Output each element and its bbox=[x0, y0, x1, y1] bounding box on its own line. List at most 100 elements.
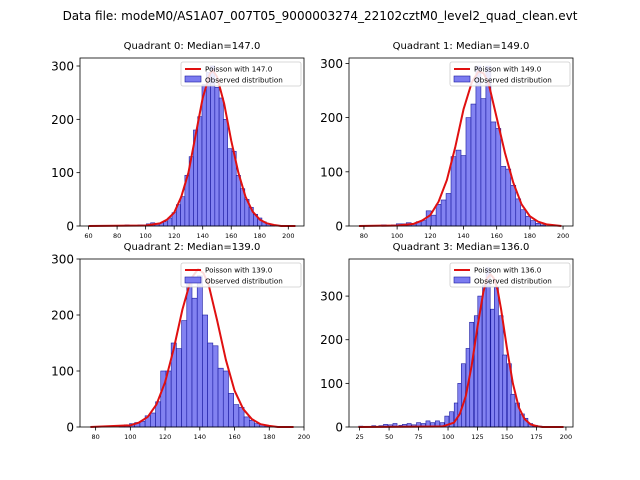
x-tick-label: 160 bbox=[490, 232, 502, 240]
y-tick-label: 100 bbox=[320, 165, 343, 179]
histogram-bar bbox=[214, 87, 220, 227]
x-tick-label: 140 bbox=[194, 433, 206, 441]
histogram-bar bbox=[233, 404, 240, 428]
histogram-bar bbox=[150, 412, 156, 428]
x-tick-label: 75 bbox=[414, 433, 422, 441]
histogram-bar bbox=[535, 222, 541, 227]
legend-label: Poisson with 139.0 bbox=[205, 266, 273, 275]
legend-label: Poisson with 149.0 bbox=[474, 65, 542, 74]
histogram-bar bbox=[207, 342, 214, 428]
histogram-bar bbox=[235, 175, 241, 227]
histogram-bar bbox=[525, 215, 531, 227]
histogram-bar bbox=[218, 97, 224, 227]
subplot-quadrant-1: Quadrant 1: Median=149.0 80 100 120 140 160 18… bbox=[320, 41, 574, 240]
axes-frame bbox=[79, 258, 305, 428]
x-tick-label: 160 bbox=[225, 232, 237, 240]
histogram-bar bbox=[181, 320, 188, 428]
subplot-quadrant-2: Quadrant 2: Median=139.0 80 100 120 140 160 18… bbox=[51, 242, 310, 441]
legend: Poisson with 149.0 Observed distribution bbox=[449, 61, 571, 87]
y-tick-label: 0 bbox=[66, 220, 74, 234]
histogram-bar bbox=[202, 314, 208, 428]
legend-box bbox=[180, 262, 302, 288]
histogram-bar bbox=[205, 72, 211, 227]
histogram-bar bbox=[510, 185, 517, 227]
histogram-bar bbox=[445, 193, 452, 227]
histogram-bar bbox=[480, 98, 487, 227]
subplot-title: Quadrant 1: Median=149.0 bbox=[393, 41, 530, 52]
histogram-bar bbox=[465, 117, 472, 227]
figure-title: Data file: modeM0/AS1A07_007T05_90000032… bbox=[63, 9, 578, 23]
x-tick-label: 60 bbox=[84, 232, 92, 240]
histogram-bar bbox=[176, 348, 182, 428]
axes-frame bbox=[79, 57, 305, 227]
histogram-bar bbox=[470, 103, 477, 227]
histogram-bar bbox=[455, 149, 462, 227]
histogram-bar bbox=[475, 65, 482, 227]
y-tick-label: 0 bbox=[335, 220, 343, 234]
y-tick-label: 100 bbox=[51, 166, 74, 180]
x-tick-label: 140 bbox=[457, 232, 469, 240]
axes-frame bbox=[348, 258, 574, 428]
x-tick-label: 180 bbox=[524, 232, 536, 240]
legend-bar-swatch bbox=[453, 75, 471, 83]
histogram-bar bbox=[460, 363, 466, 428]
y-tick-label: 200 bbox=[51, 309, 74, 323]
histogram-bar bbox=[520, 209, 527, 227]
x-tick-label: 200 bbox=[557, 232, 569, 240]
x-tick-label: 180 bbox=[254, 232, 266, 240]
histogram-bar bbox=[212, 345, 219, 428]
x-tick-label: 200 bbox=[298, 433, 310, 441]
x-tick-label: 120 bbox=[424, 232, 436, 240]
y-tick-label: 0 bbox=[66, 421, 74, 435]
histogram-bar bbox=[196, 275, 203, 428]
histogram-bar bbox=[485, 267, 491, 428]
subplot-title: Quadrant 3: Median=136.0 bbox=[393, 242, 530, 253]
x-tick-label: 50 bbox=[385, 433, 393, 441]
x-tick-label: 200 bbox=[282, 232, 294, 240]
histogram-bar bbox=[494, 287, 499, 428]
legend: Poisson with 139.0 Observed distribution bbox=[180, 262, 302, 288]
histogram-bar bbox=[505, 168, 512, 227]
x-tick-label: 140 bbox=[196, 232, 208, 240]
histogram-bar bbox=[228, 393, 234, 428]
y-tick-label: 0 bbox=[335, 421, 343, 435]
y-tick-label: 200 bbox=[320, 333, 343, 347]
histogram-bar bbox=[210, 65, 216, 227]
axes-frame bbox=[348, 57, 574, 227]
x-tick-label: 80 bbox=[360, 232, 368, 240]
histogram-bar bbox=[502, 354, 507, 428]
x-tick-label: 80 bbox=[91, 433, 99, 441]
histogram-bar bbox=[222, 370, 229, 428]
legend-label: Poisson with 136.0 bbox=[474, 266, 542, 275]
histogram-bar bbox=[435, 204, 442, 227]
subplot-title: Quadrant 2: Median=139.0 bbox=[124, 242, 261, 253]
y-tick-label: 300 bbox=[320, 290, 343, 304]
legend-box bbox=[180, 61, 302, 87]
histogram-bar bbox=[227, 148, 233, 227]
histogram-bar bbox=[186, 278, 193, 428]
x-tick-label: 125 bbox=[471, 433, 483, 441]
histogram-bar bbox=[180, 196, 186, 227]
x-tick-label: 200 bbox=[560, 433, 572, 441]
x-tick-label: 180 bbox=[263, 433, 275, 441]
legend-label: Poisson with 147.0 bbox=[205, 65, 273, 74]
x-tick-label: 120 bbox=[159, 433, 171, 441]
legend: Poisson with 136.0 Observed distribution bbox=[449, 262, 571, 288]
legend: Poisson with 147.0 Observed distribution bbox=[180, 61, 302, 87]
histogram-bar bbox=[430, 214, 437, 227]
y-tick-label: 200 bbox=[51, 113, 74, 127]
x-tick-label: 100 bbox=[124, 433, 136, 441]
subplot-quadrant-3: Quadrant 3: Median=136.0 25 50 75 100 125 150 1… bbox=[320, 242, 574, 441]
histogram-bar bbox=[191, 297, 198, 428]
histogram-bar bbox=[197, 116, 203, 227]
y-tick-label: 300 bbox=[320, 57, 343, 71]
x-tick-label: 150 bbox=[501, 433, 513, 441]
y-tick-label: 300 bbox=[51, 60, 74, 74]
legend-bar-swatch bbox=[453, 276, 471, 284]
subplot-title: Quadrant 0: Median=147.0 bbox=[124, 41, 261, 52]
subplot-quadrant-0: Quadrant 0: Median=147.0 60 80 100 120 140 160… bbox=[51, 41, 305, 240]
legend-label: Observed distribution bbox=[205, 277, 283, 286]
histogram-bar bbox=[243, 416, 250, 428]
histogram-bar bbox=[201, 84, 207, 227]
